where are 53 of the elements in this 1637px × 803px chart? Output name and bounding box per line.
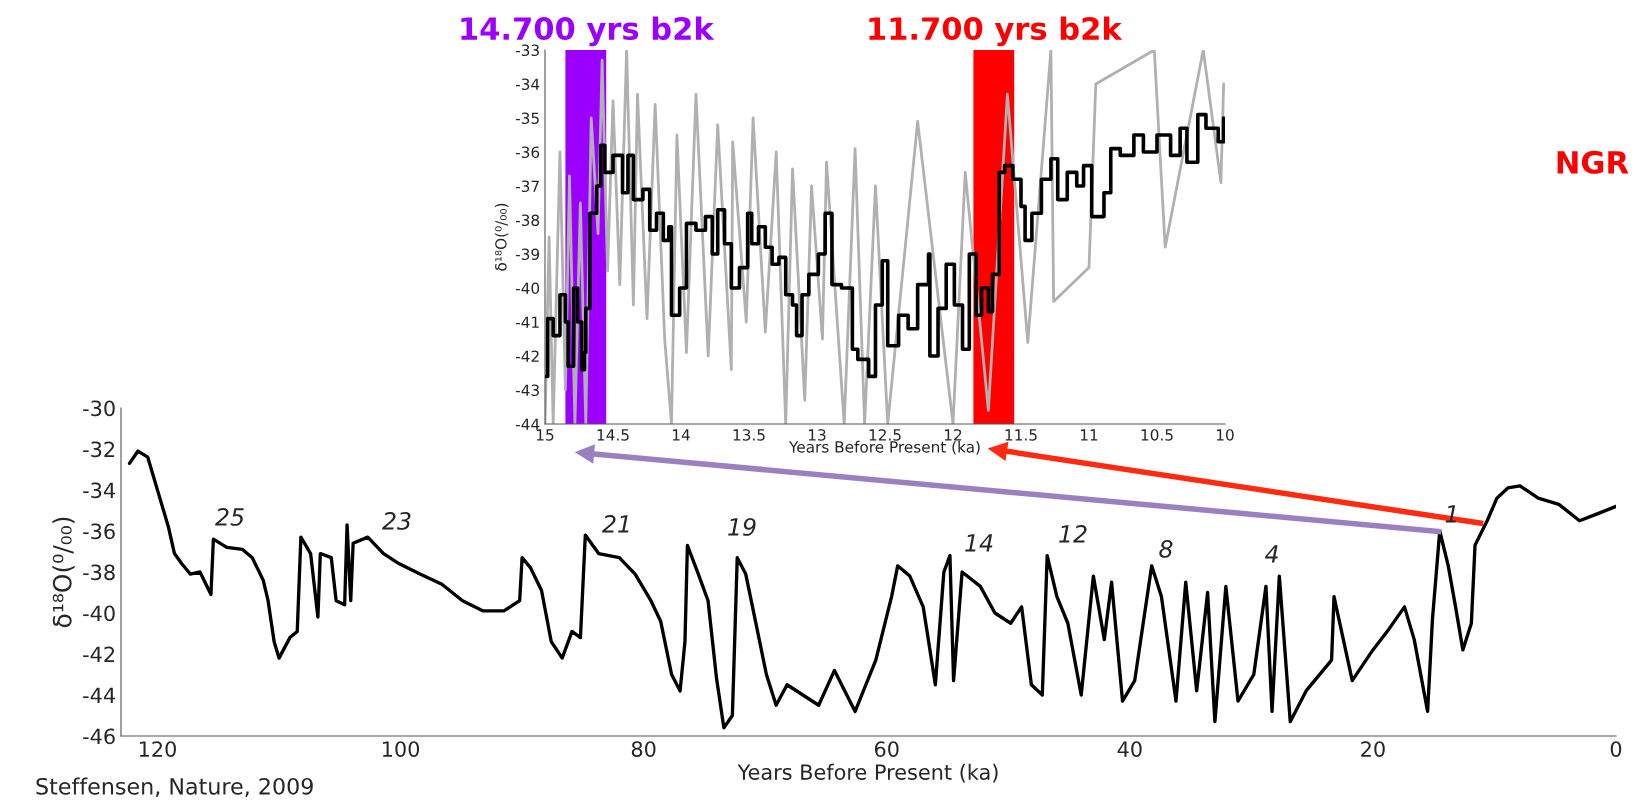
y-tick-label: -34 xyxy=(83,482,115,499)
annotation: 4 xyxy=(1264,545,1278,563)
band-label: 11.700 yrs b2k xyxy=(869,16,1123,47)
x-tick-label: 10.5 xyxy=(1141,429,1173,441)
annotation: 19 xyxy=(728,517,756,536)
x-tick-label: 100 xyxy=(382,741,420,757)
annotation: 23 xyxy=(382,511,411,530)
y-tick-label: -32 xyxy=(83,441,115,458)
x-tick-label: 13.5 xyxy=(733,429,765,441)
annotation: 14 xyxy=(965,534,993,552)
annotation: 25 xyxy=(215,507,244,526)
y-tick-label: -36 xyxy=(515,146,540,159)
x-tick-label: 80 xyxy=(631,741,656,757)
x-tick-label: 10 xyxy=(1216,429,1234,441)
y-tick-label: -37 xyxy=(515,180,539,193)
y-tick-label: -44 xyxy=(515,418,540,430)
y-tick-label: -39 xyxy=(515,248,540,261)
annotation: 12 xyxy=(1059,524,1087,543)
x-tick-label: 11.5 xyxy=(1005,429,1037,441)
y-tick-label: -46 xyxy=(83,728,115,745)
x-tick-label: 0 xyxy=(1610,741,1622,757)
y-tick-label: -44 xyxy=(83,687,115,703)
y-tick-label: -30 xyxy=(83,400,115,417)
x-tick-label: 60 xyxy=(874,741,899,757)
x-tick-label: 14 xyxy=(672,429,690,441)
x-tick-label: 12.5 xyxy=(869,429,901,441)
y-axis-title: δ¹⁸O(⁰/₀₀) xyxy=(52,517,75,628)
y-tick-label: -34 xyxy=(515,78,540,91)
annotation: 8 xyxy=(1159,539,1173,558)
y-tick-label: -35 xyxy=(515,112,539,125)
y-tick-label: -42 xyxy=(83,646,115,662)
x-tick-label: 120 xyxy=(139,741,176,757)
x-tick-label: 40 xyxy=(1117,741,1142,757)
text: NGR xyxy=(1557,150,1629,174)
x-tick-label: 15 xyxy=(536,429,554,441)
y-tick-label: -38 xyxy=(515,214,540,227)
y-tick-label: -36 xyxy=(83,523,115,540)
x-tick-label: 14.5 xyxy=(597,429,629,441)
y-tick-label: -40 xyxy=(515,282,540,295)
x-tick-label: 13 xyxy=(808,429,826,441)
y-tick-label: -41 xyxy=(515,316,539,328)
y-tick-label: -40 xyxy=(83,605,115,622)
y-axis-title: δ¹⁸O(⁰/₀₀) xyxy=(494,203,509,271)
text: Steffensen, Nature, 2009 xyxy=(36,777,313,797)
annotation: 21 xyxy=(602,514,629,533)
y-tick-label: -43 xyxy=(515,384,539,397)
y-tick-label: -42 xyxy=(515,350,539,362)
x-tick-label: 11 xyxy=(1080,429,1098,441)
y-tick-label: -38 xyxy=(83,564,115,581)
x-tick-label: 12 xyxy=(944,429,962,441)
x-tick-label: 20 xyxy=(1361,741,1385,757)
x-axis-title: Years Before Present (ka) xyxy=(737,763,998,783)
x-axis-title: Years Before Present (ka) xyxy=(788,440,980,455)
